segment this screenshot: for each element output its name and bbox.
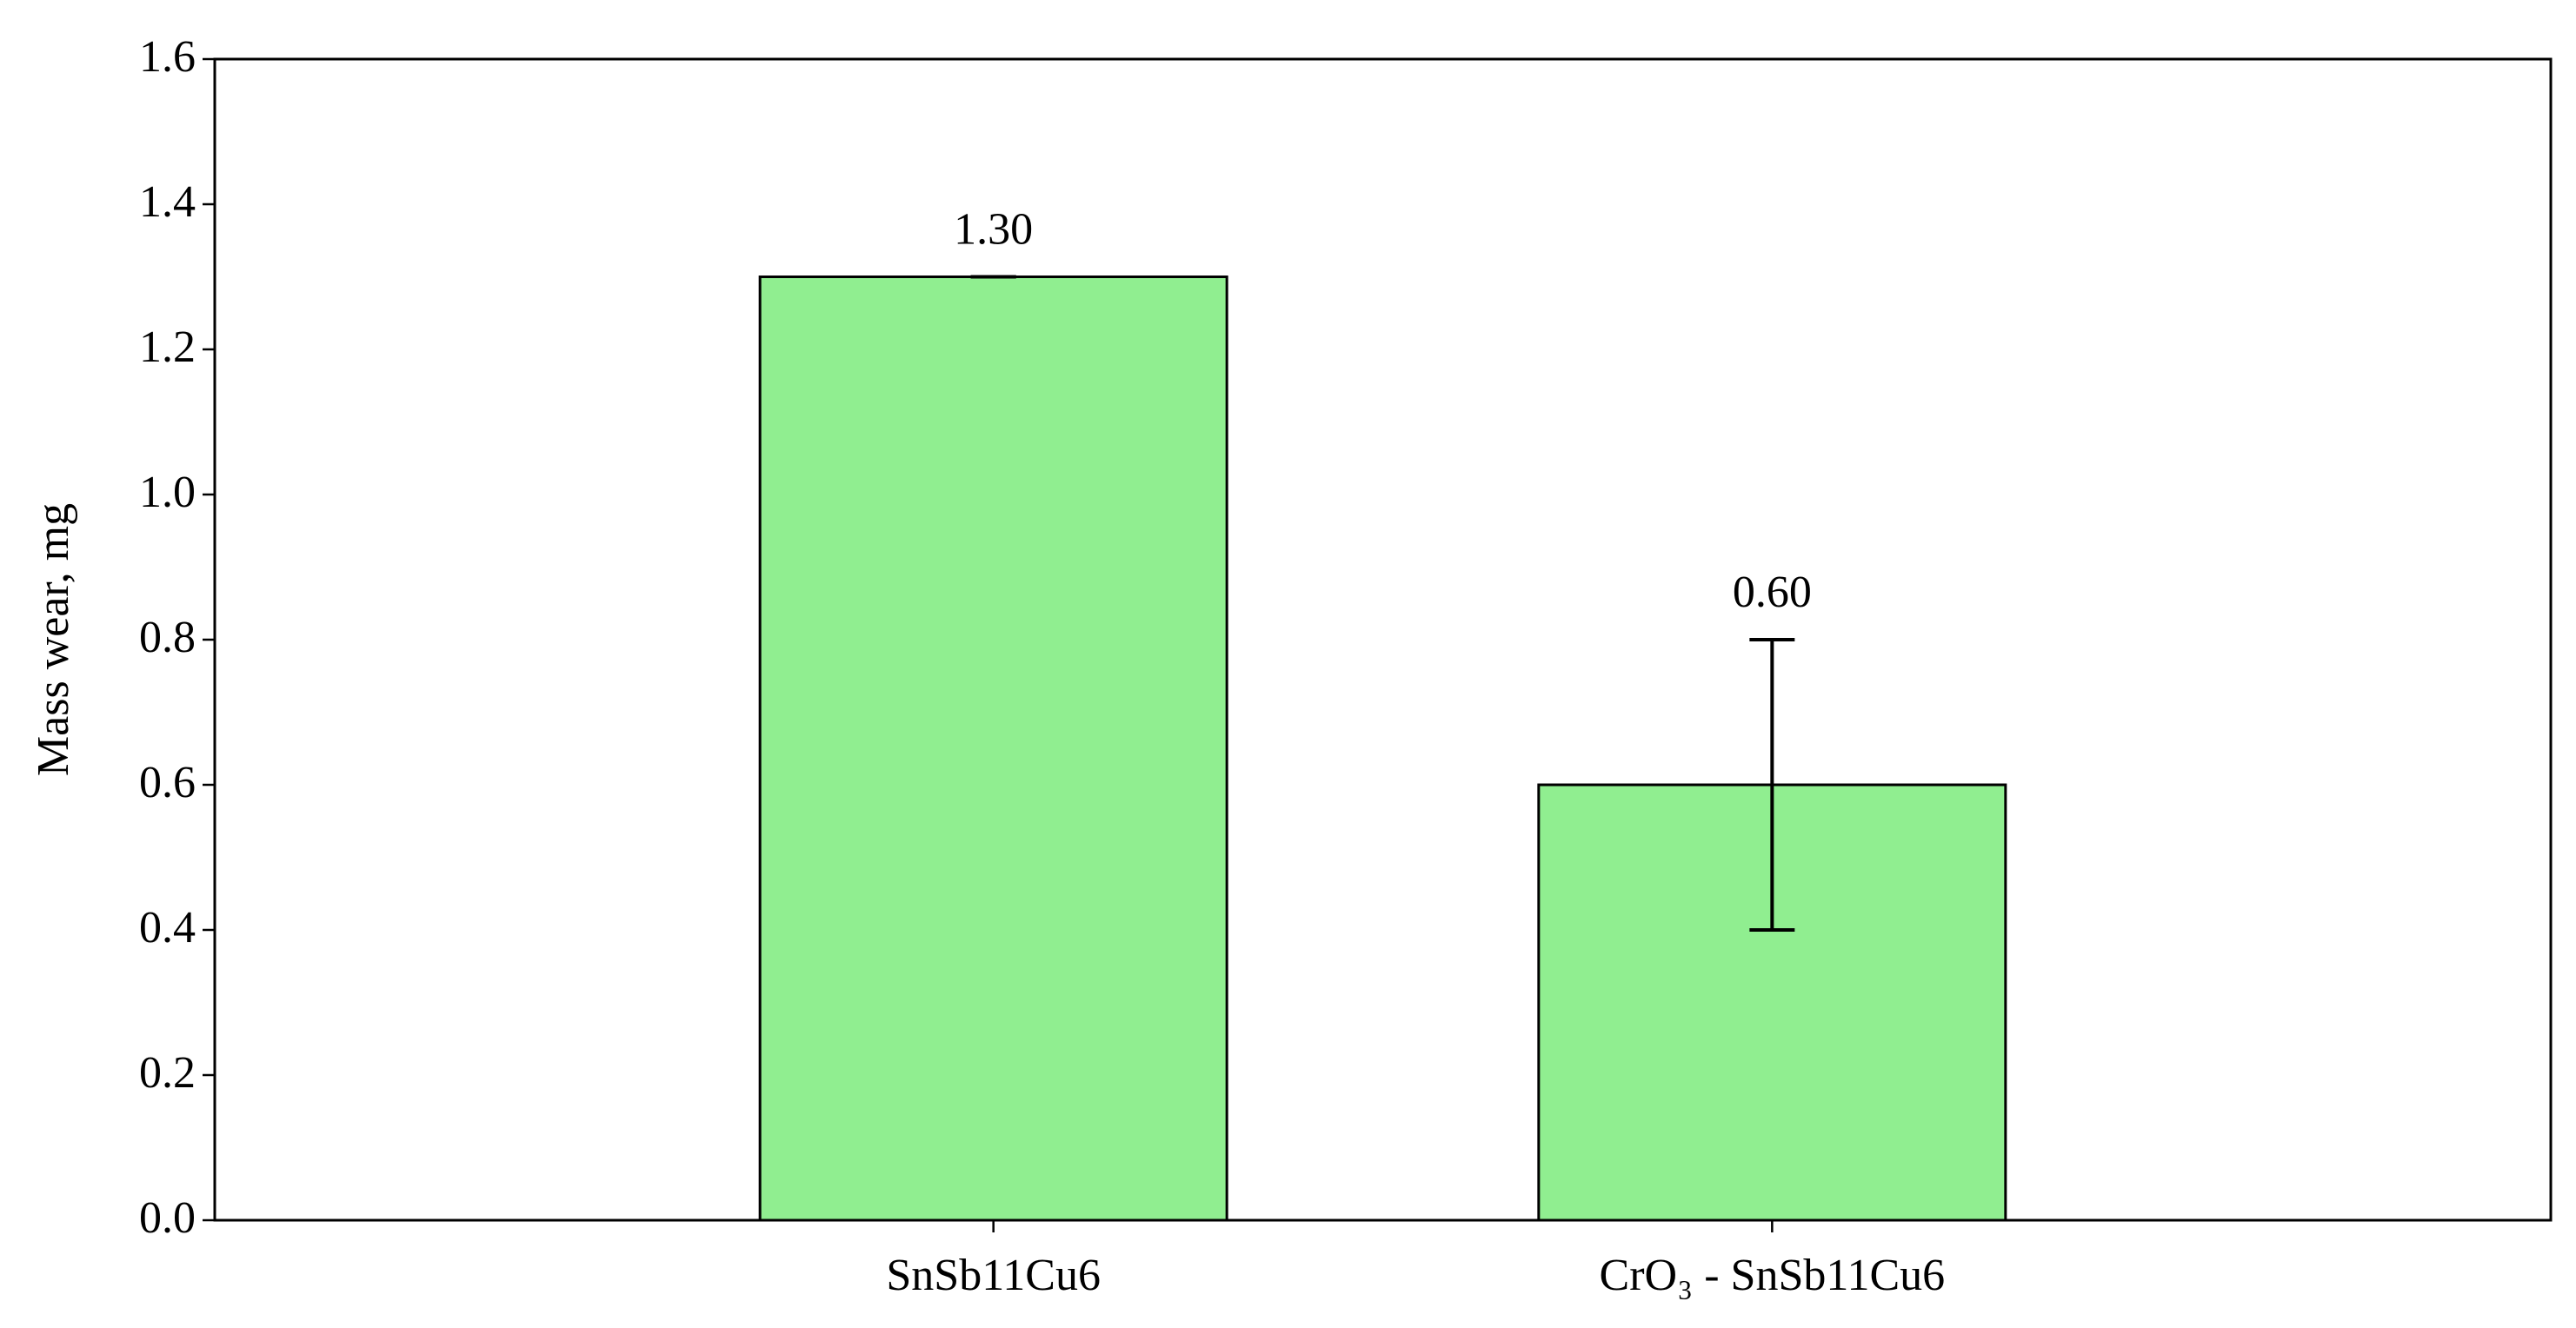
y-tick-label: 1.2: [139, 322, 196, 372]
bar: [758, 276, 1228, 1222]
y-tick-label: 0.2: [139, 1048, 196, 1098]
plot-frame: [213, 57, 2553, 1222]
y-tick-label: 1.6: [139, 32, 196, 82]
value-label: 1.30: [954, 204, 1033, 254]
y-tick-label: 1.0: [139, 468, 196, 517]
y-tick-label: 1.4: [139, 177, 196, 227]
x-tick-label: SnSb11Cu6: [886, 1251, 1101, 1300]
y-tick-label: 0.6: [139, 758, 196, 807]
y-axis-label: Mass wear, mg: [29, 503, 78, 776]
y-tick-label: 0.0: [139, 1193, 196, 1243]
value-label: 0.60: [1733, 568, 1812, 617]
y-tick-label: 0.8: [139, 613, 196, 662]
y-tick-label: 0.4: [139, 903, 196, 953]
x-tick-label: CrO₃ - SnSb11Cu6: [1600, 1251, 1946, 1300]
